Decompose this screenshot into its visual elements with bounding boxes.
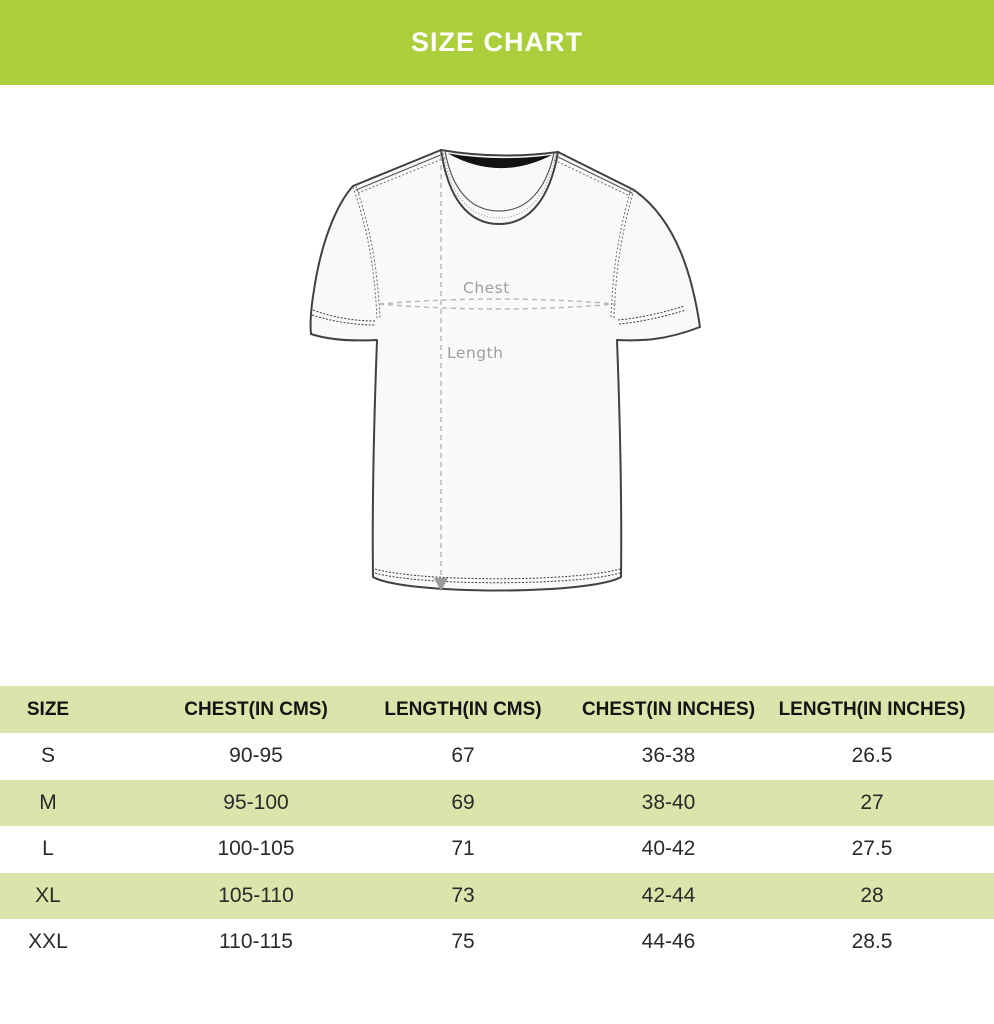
size-table-header: SIZE CHEST(IN CMS) LENGTH(IN CMS) CHEST(… (0, 686, 994, 733)
table-row: L 100-105 71 40-42 27.5 (0, 826, 994, 873)
tshirt-body (309, 149, 701, 592)
header-row: SIZE CHEST(IN CMS) LENGTH(IN CMS) CHEST(… (0, 686, 994, 733)
length-arrow-icon (434, 578, 448, 591)
cell-size: L (42, 837, 54, 861)
left-armhole-seam-2 (355, 185, 381, 319)
header-chest-cms: CHEST(IN CMS) (152, 686, 360, 733)
size-table: SIZE CHEST(IN CMS) LENGTH(IN CMS) CHEST(… (0, 686, 994, 966)
cell-length_inches: 27.5 (851, 837, 893, 861)
chest-measure-line-lower (378, 303, 617, 310)
cell-size: M (0, 779, 152, 826)
neckline-inner (444, 150, 555, 212)
right-shoulder-seam (555, 155, 633, 194)
right-armhole-seam-2 (610, 188, 632, 319)
neckline-outer (440, 149, 559, 226)
cell-length_cms: 71 (451, 837, 475, 861)
length-label: Length (447, 344, 503, 362)
left-armhole-seam (352, 186, 378, 319)
size-chart-banner: SIZE CHART (0, 0, 994, 85)
right-sleeve-hem-stitch (617, 305, 685, 321)
cell-size: S (40, 744, 55, 768)
left-shoulder-seam (355, 153, 444, 191)
header-length-cms: LENGTH(IN CMS) (360, 686, 566, 733)
cell-length_cms: 73 (360, 872, 566, 919)
bottom-hem-stitch-2 (374, 572, 621, 584)
cell-chest_inches: 38-40 (566, 779, 771, 826)
right-armhole-seam (613, 189, 635, 319)
cell-chest_inches: 42-44 (566, 872, 771, 919)
cell-length_inches: 28 (771, 872, 994, 919)
neckline-rib-texture (442, 150, 557, 219)
cell-chest_cms: 95-100 (152, 779, 360, 826)
cell-length_inches: 28.5 (851, 930, 893, 954)
cell-chest_cms: 90-95 (229, 744, 283, 768)
right-sleeve-hem-stitch-2 (618, 309, 687, 325)
table-row: XXL 110-115 75 44-46 28.5 (0, 919, 994, 966)
header-length-inches: LENGTH(IN INCHES) (771, 686, 994, 733)
header-chest-inches: CHEST(IN INCHES) (566, 686, 771, 733)
cell-chest_inches: 36-38 (641, 744, 696, 768)
chest-measure-line-upper (378, 298, 617, 305)
cell-chest_inches: 44-46 (641, 930, 696, 954)
table-row: XL 105-110 73 42-44 28 (0, 872, 994, 919)
cell-length_cms: 69 (360, 779, 566, 826)
cell-length_inches: 26.5 (851, 744, 893, 768)
table-row: S 90-95 67 36-38 26.5 (0, 733, 994, 780)
cell-size: XXL (28, 930, 68, 954)
left-sleeve-hem-stitch-2 (311, 314, 377, 326)
cell-length_cms: 67 (451, 744, 475, 768)
cell-chest_inches: 40-42 (641, 837, 696, 861)
cell-chest_cms: 100-105 (217, 837, 295, 861)
cell-length_cms: 75 (451, 930, 475, 954)
header-size: SIZE (0, 686, 152, 733)
cell-chest_cms: 105-110 (152, 872, 360, 919)
chest-label: Chest (463, 279, 510, 297)
page-title: SIZE CHART (411, 27, 583, 57)
cell-length_inches: 27 (771, 779, 994, 826)
tshirt-diagram: Chest Length (309, 149, 701, 592)
bottom-hem-stitch (374, 568, 621, 580)
left-sleeve-hem-stitch (312, 309, 377, 322)
cell-size: XL (0, 872, 152, 919)
cell-chest_cms: 110-115 (219, 930, 293, 954)
collar-shadow (448, 153, 552, 169)
table-row: M 95-100 69 38-40 27 (0, 779, 994, 826)
size-table-body: S 90-95 67 36-38 26.5 M 95-100 69 38-40 27 L 100-10… (0, 733, 994, 966)
